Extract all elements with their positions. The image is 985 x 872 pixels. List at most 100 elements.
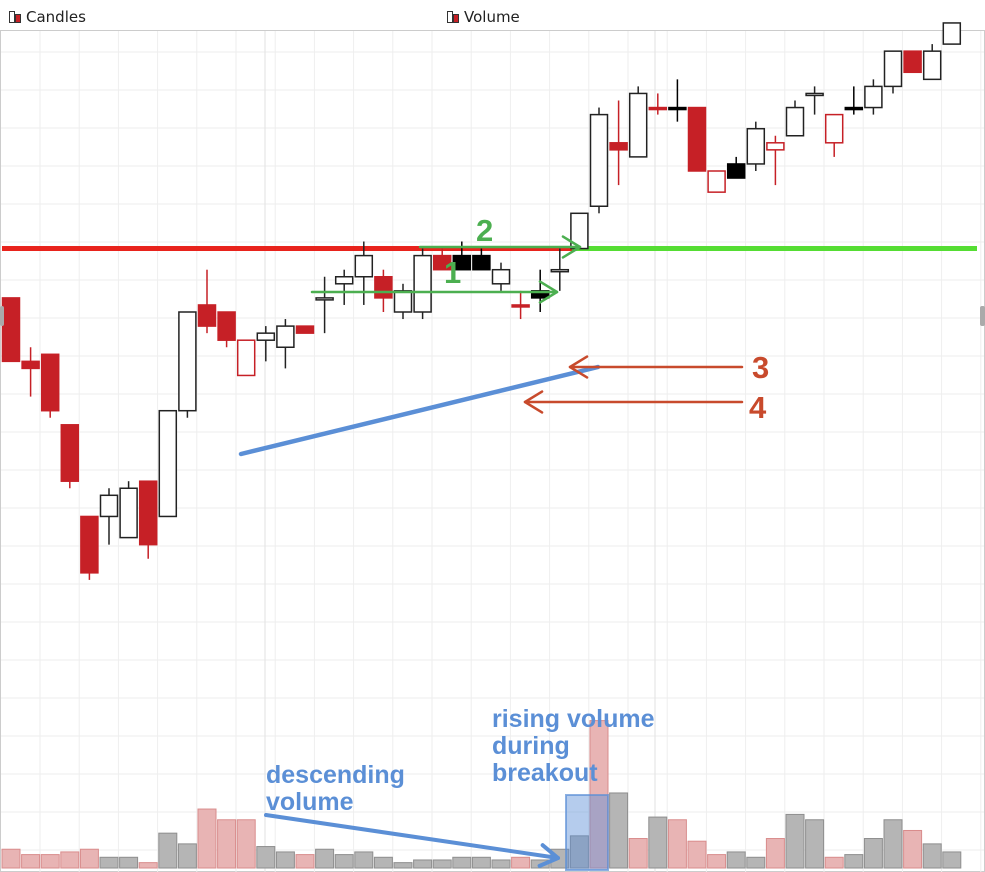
candle-body [491, 268, 511, 285]
scroll-handle [980, 306, 985, 326]
candle-body [60, 424, 80, 482]
candle-body [707, 170, 726, 193]
volume-bar [354, 851, 374, 869]
volume-bar [707, 854, 727, 869]
volume-bar [236, 819, 256, 869]
candle-body [40, 353, 60, 412]
candle-body [648, 106, 668, 111]
volume-bar [844, 854, 864, 869]
arrow-3-head [568, 355, 589, 379]
candle-body [883, 50, 903, 88]
volume-bar [452, 856, 472, 869]
volume-bar [648, 816, 668, 869]
volume-bar [922, 843, 942, 869]
candle-body [589, 113, 609, 207]
volume-bar [79, 848, 99, 869]
candle-body [746, 127, 766, 165]
candle-body [903, 50, 922, 74]
candle-body [413, 254, 432, 313]
candle-body [21, 360, 40, 370]
candle-body [334, 276, 354, 285]
arrow-2-head [561, 235, 582, 259]
volume-bar [746, 856, 766, 869]
volume-bar [471, 856, 491, 869]
candle-body [785, 106, 805, 137]
support-trendline [238, 364, 601, 457]
candle-body [687, 106, 707, 172]
candle-body [393, 290, 413, 313]
legend-volume[interactable]: Volume [446, 8, 520, 26]
arrow-4-head [523, 390, 544, 414]
candle-body [178, 311, 197, 412]
volume-bar [60, 851, 80, 869]
candle-body [766, 142, 785, 151]
candlestick-icon [8, 10, 22, 24]
candle-body [942, 22, 962, 45]
volume-bar [765, 838, 785, 869]
volume-bar [903, 829, 923, 869]
candle-body [295, 325, 315, 334]
volume-bar [805, 819, 825, 869]
volume-bar [334, 854, 354, 869]
volume-bar [942, 851, 962, 869]
volume-bar [21, 854, 41, 869]
volume-bar [785, 813, 805, 869]
legend-volume-label: Volume [464, 8, 520, 26]
candle-body [805, 92, 824, 97]
candle-body [197, 304, 217, 327]
legend-candles-label: Candles [26, 8, 86, 26]
candle-body [550, 268, 570, 273]
volume-bar [511, 856, 531, 869]
candle-body [256, 332, 276, 341]
scroll-handle-left [0, 306, 4, 326]
candle-body [726, 163, 746, 179]
annotation-1: 1 [444, 255, 462, 290]
volume-bar [432, 859, 452, 869]
candle-body [99, 494, 119, 518]
candle-body [452, 254, 472, 271]
volume-bar [569, 835, 589, 869]
candle-body [374, 276, 393, 299]
candle-body [844, 106, 864, 111]
candle-body [668, 106, 687, 111]
volume-bar [393, 862, 413, 869]
volume-bar [275, 851, 295, 869]
volume-bar [40, 854, 60, 869]
volume-bar [628, 838, 648, 869]
volume-bar [667, 819, 687, 869]
annotation-descending-volume: descending volume [266, 761, 405, 816]
volume-bar [491, 859, 511, 869]
candle-body [138, 480, 158, 546]
annotation-2: 2 [476, 213, 494, 248]
volume-bar [413, 859, 433, 869]
candle-body [922, 50, 942, 81]
volume-bar [824, 856, 844, 869]
rising-volume-highlight [565, 794, 609, 871]
bar-chart-icon [446, 10, 460, 24]
candle-body [472, 254, 491, 271]
volume-bar [373, 856, 393, 869]
volume-bar [315, 848, 335, 869]
volume-bar [119, 856, 139, 869]
volume-bar [99, 856, 119, 869]
volume-bar [1, 848, 21, 869]
candle-body [1, 297, 21, 363]
volume-bar [726, 851, 746, 869]
volume-bar [863, 838, 883, 869]
volume-bar [256, 846, 276, 869]
volume-bar [609, 792, 629, 869]
candle-body [354, 254, 374, 278]
arrow-descending-volume [264, 813, 560, 860]
candle-body [824, 113, 844, 144]
arrow-descending-volume-head [537, 843, 560, 868]
candle-body [80, 515, 99, 574]
volume-bar [158, 832, 178, 869]
volume-bar [687, 840, 707, 869]
annotation-rising-volume: rising volume during breakout [492, 705, 655, 787]
legend-candles[interactable]: Candles [8, 8, 86, 26]
volume-bar [217, 819, 237, 869]
volume-bar [295, 854, 315, 869]
candle-body [511, 304, 530, 308]
volume-bar [197, 808, 217, 869]
